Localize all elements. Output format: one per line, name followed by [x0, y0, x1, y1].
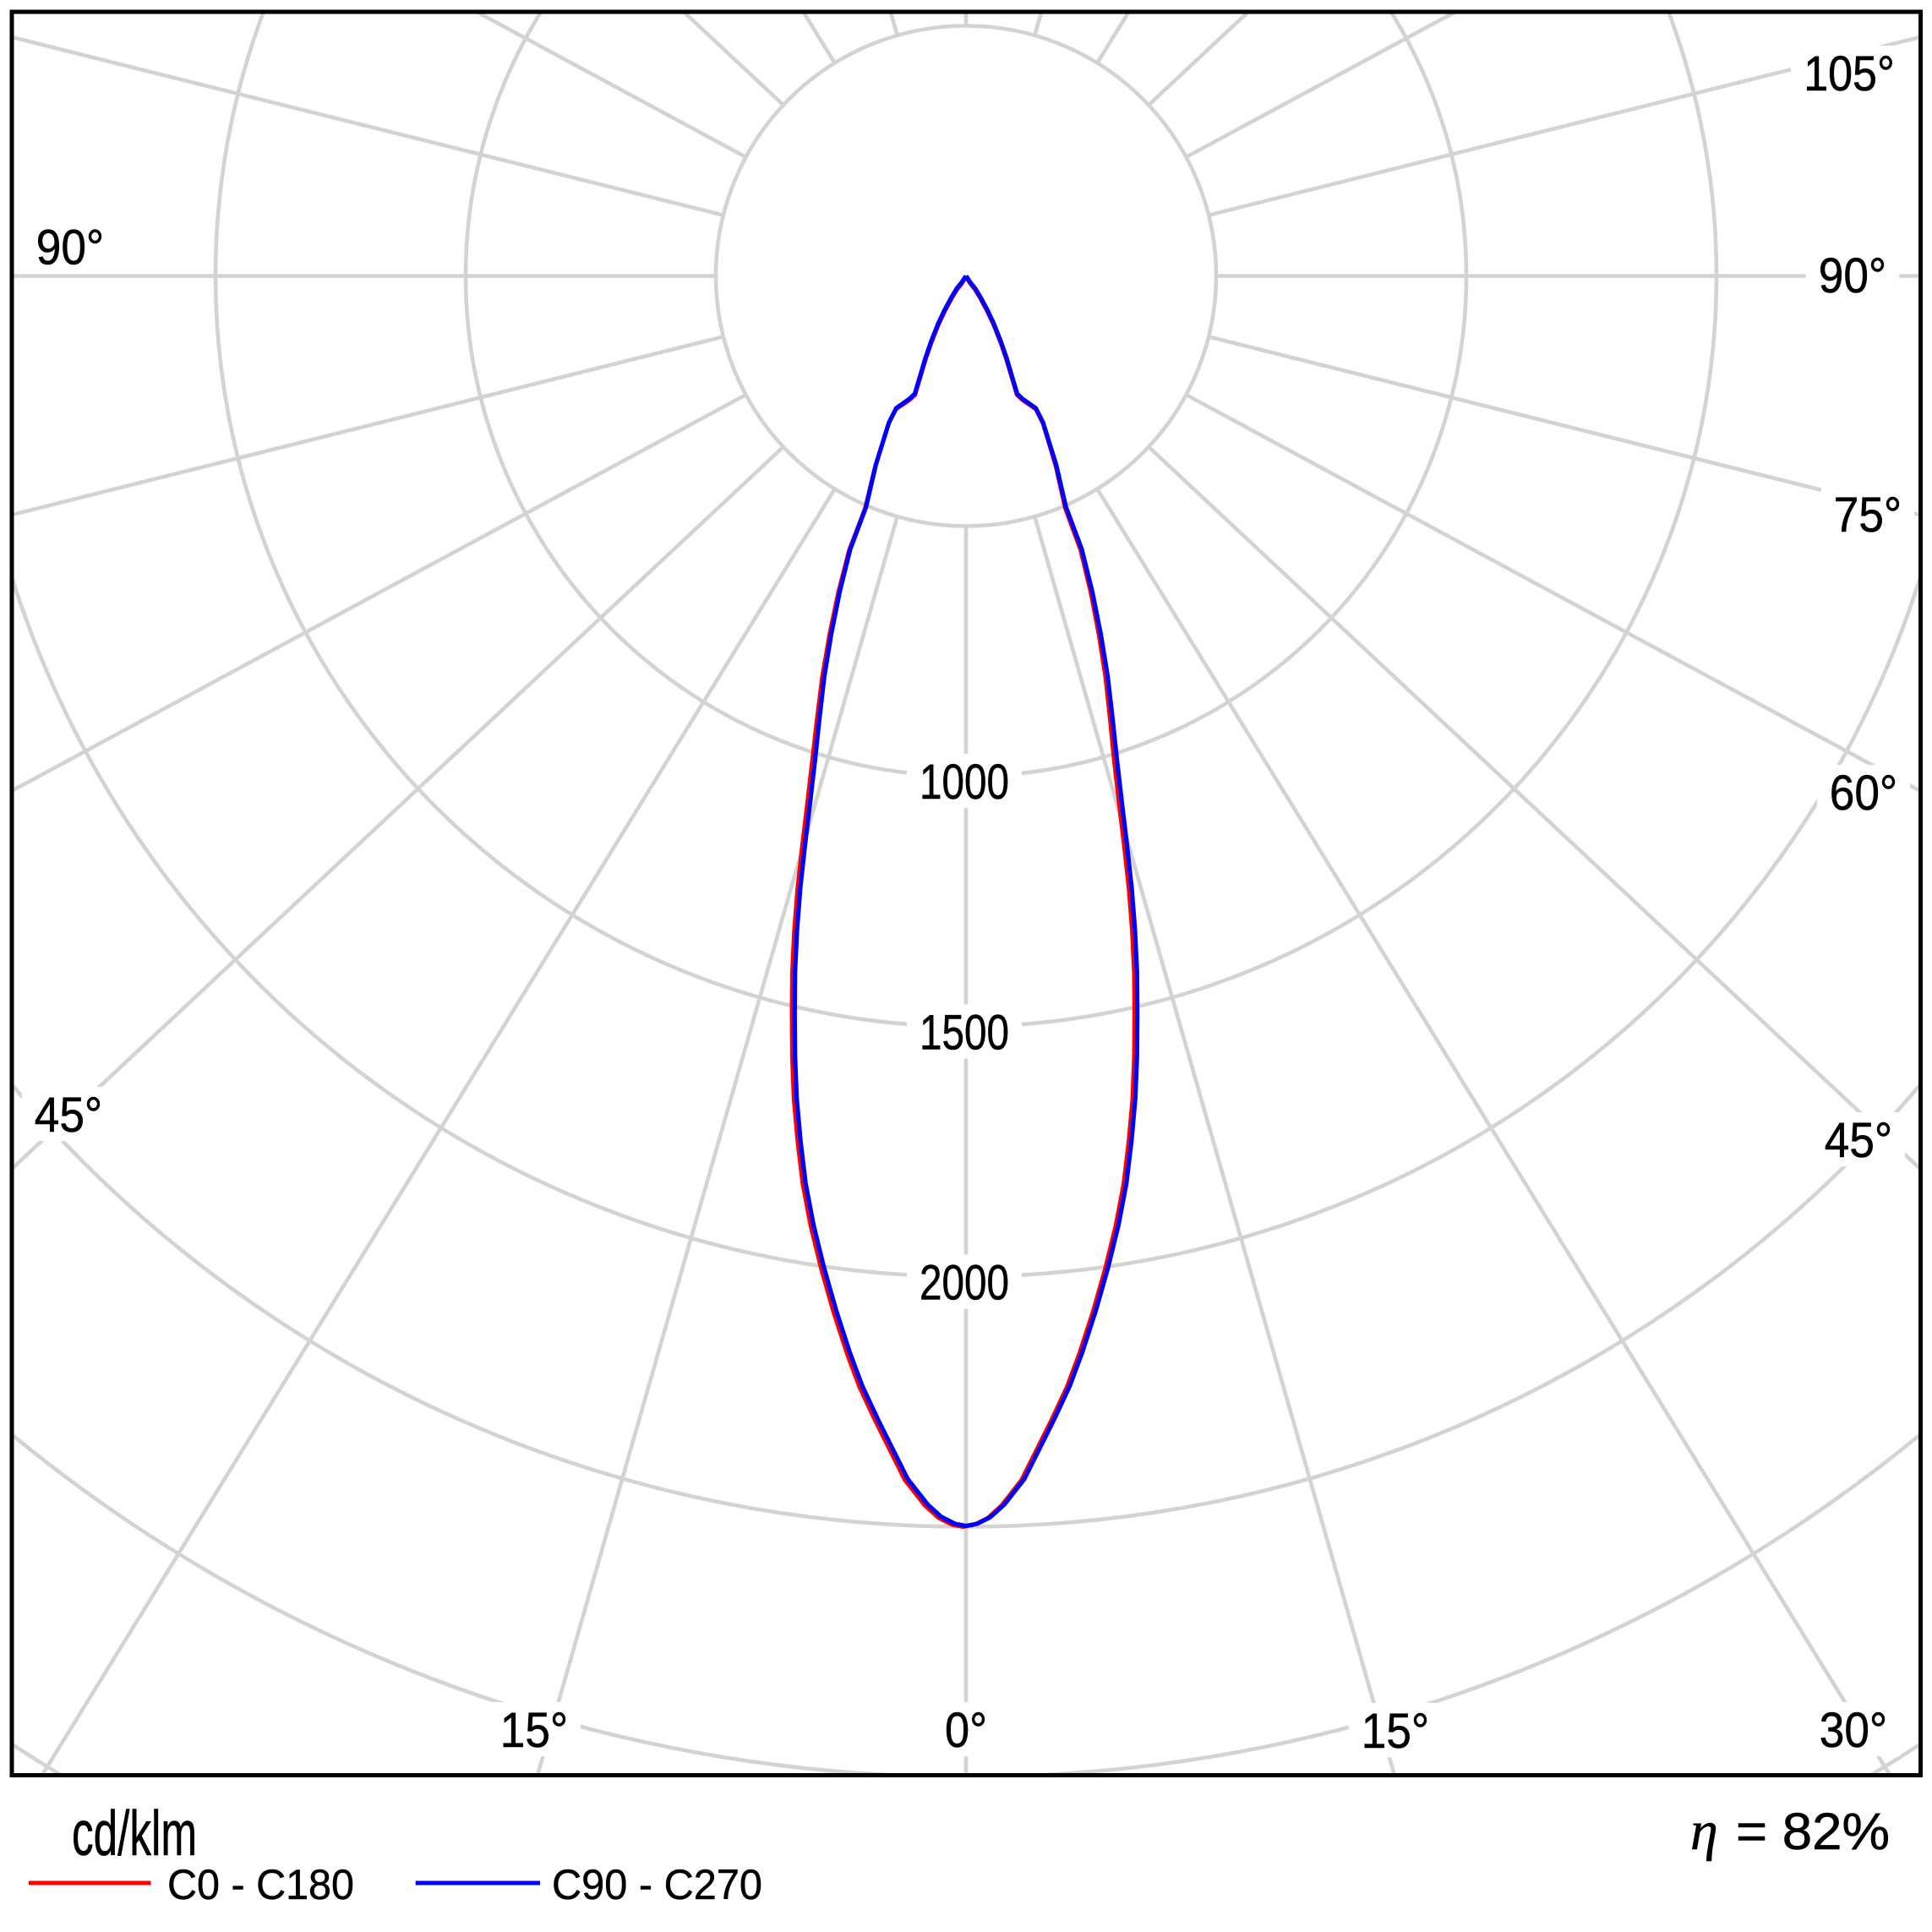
svg-text:0°: 0° [945, 1703, 987, 1758]
svg-text:C90 - C270: C90 - C270 [552, 1861, 762, 1908]
svg-text:90°: 90° [1819, 248, 1886, 303]
svg-text:60°: 60° [1830, 766, 1897, 821]
svg-text:η: η [1690, 1800, 1718, 1862]
svg-text:45°: 45° [1825, 1113, 1892, 1168]
svg-text:= 82%: = 82% [1736, 1803, 1890, 1860]
svg-text:90°: 90° [36, 221, 104, 276]
svg-text:2000: 2000 [920, 1256, 1009, 1311]
svg-text:1500: 1500 [920, 1006, 1009, 1061]
svg-text:15°: 15° [1362, 1704, 1429, 1759]
svg-text:C0 - C180: C0 - C180 [167, 1861, 354, 1908]
svg-text:1000: 1000 [920, 755, 1009, 810]
svg-text:45°: 45° [35, 1088, 102, 1143]
svg-text:75°: 75° [1834, 488, 1902, 543]
svg-text:30°: 30° [1820, 1703, 1887, 1758]
svg-text:105°: 105° [1804, 46, 1895, 101]
svg-text:15°: 15° [500, 1703, 568, 1758]
svg-text:cd/klm: cd/klm [72, 1798, 197, 1869]
